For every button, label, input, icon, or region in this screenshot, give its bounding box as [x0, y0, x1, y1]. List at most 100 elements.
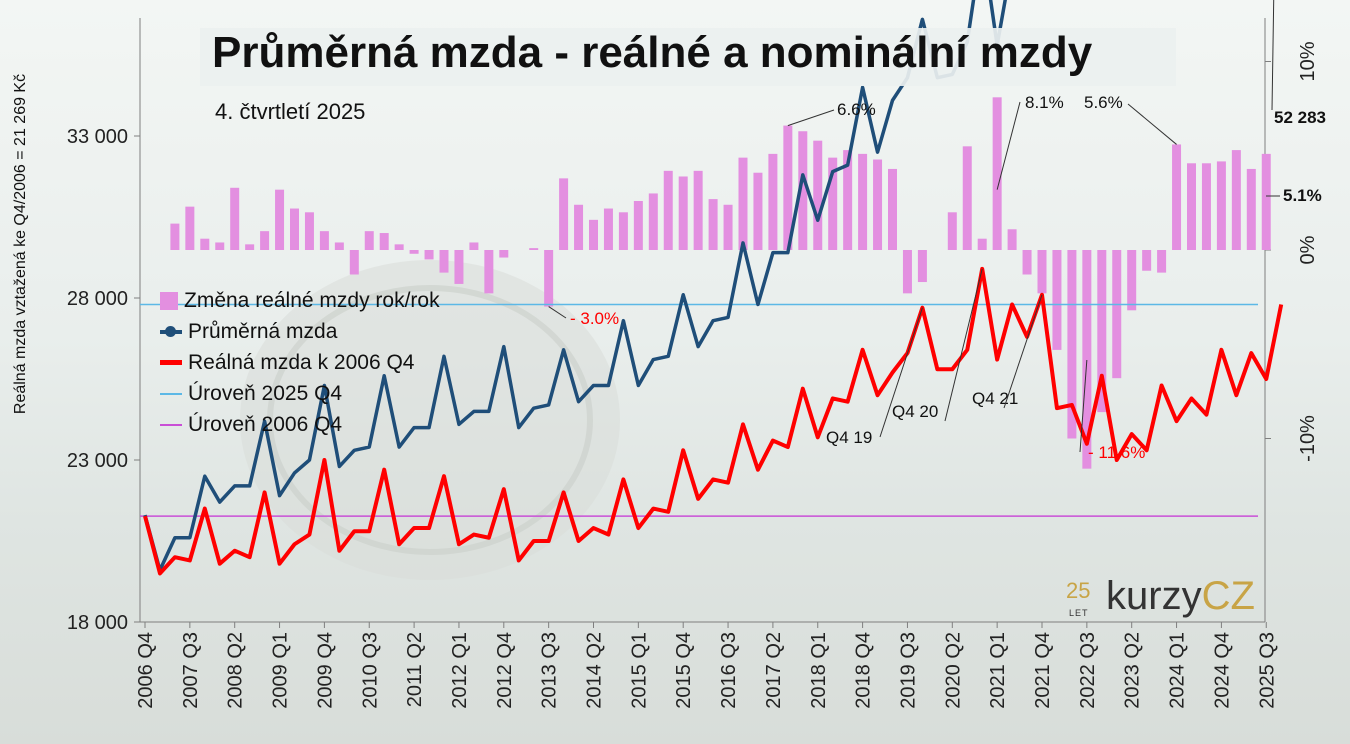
bar-real-change [529, 248, 539, 250]
bar-real-change [499, 250, 509, 258]
bar-real-change [1187, 163, 1196, 250]
x-tick-label: 2008 Q2 [225, 632, 247, 709]
x-tick-label: 2013 Q3 [539, 632, 561, 709]
bar-real-change [334, 242, 344, 250]
annotation-bar-2013: - 3.0% [570, 309, 619, 328]
x-tick-label: 2025 Q3 [1256, 632, 1278, 709]
legend: Změna reálné mzdy rok/rok Průměrná mzda … [160, 285, 440, 440]
x-tick-label: 2016 Q3 [718, 632, 740, 709]
bar-real-change [559, 178, 569, 250]
bar-real-change [1052, 250, 1062, 350]
annotation-q4-20: Q4 20 [892, 402, 938, 421]
annotation-nominal-last: 52 283 [1274, 108, 1326, 127]
y-right-tick-label: 10% [1297, 41, 1319, 81]
legend-label-level-2025: Úroveň 2025 Q4 [188, 381, 343, 405]
bar-real-change [170, 223, 180, 250]
logo-brand-a: kurzy [1106, 574, 1202, 618]
bar-real-change [200, 238, 210, 250]
x-tick-label: 2015 Q1 [628, 632, 650, 709]
legend-swatch-nominal [160, 325, 182, 337]
bar-real-change [723, 204, 733, 250]
bar-real-change [798, 131, 808, 250]
bar-real-change [768, 153, 778, 250]
logo-brand: kurzyCZ [1106, 574, 1255, 619]
x-tick-label: 2017 Q2 [763, 632, 785, 709]
bar-real-change [409, 250, 419, 254]
x-tick-label: 2024 Q4 [1211, 632, 1233, 709]
legend-swatch-real [160, 360, 182, 365]
bar-real-change [544, 250, 554, 307]
bar-real-change [349, 250, 359, 275]
bar-real-change [260, 231, 270, 250]
legend-item-real: Reálná mzda k 2006 Q4 [160, 347, 440, 378]
legend-label-real: Reálná mzda k 2006 Q4 [188, 350, 415, 374]
bar-real-change [1231, 150, 1241, 250]
bar-real-change [977, 238, 987, 250]
legend-item-level-2006: Úroveň 2006 Q4 [160, 409, 440, 440]
annotation-bar-2021: 8.1% [1025, 93, 1064, 112]
legend-label-bars: Změna reálné mzdy rok/rok [184, 288, 440, 312]
bar-real-change [1037, 250, 1047, 294]
bar-real-change [1097, 250, 1107, 413]
y-left-tick-label: 18 000 [67, 612, 128, 634]
x-tick-label: 2006 Q4 [135, 632, 157, 709]
bar-real-change [454, 250, 464, 284]
bar-real-change [574, 204, 584, 250]
x-tick-label: 2022 Q3 [1077, 632, 1099, 709]
annotation-q4-19: Q4 19 [826, 428, 872, 447]
x-tick-label: 2012 Q1 [449, 632, 471, 709]
bar-real-change [708, 199, 718, 250]
bar-real-change [1216, 161, 1226, 250]
bar-real-change [304, 212, 314, 250]
annotation-q4-21: Q4 21 [972, 389, 1018, 408]
legend-label-nominal: Průměrná mzda [188, 319, 338, 343]
coin-rim-decoration [267, 285, 593, 555]
bar-real-change [962, 146, 972, 250]
bar-real-change [394, 244, 404, 250]
logo-brand-b: CZ [1201, 574, 1255, 618]
y-right-tick-label: -10% [1297, 415, 1319, 462]
annotation-bar-2024: 5.6% [1084, 93, 1123, 112]
bar-real-change [319, 231, 329, 250]
bar-real-change [1246, 168, 1256, 250]
x-tick-label: 2024 Q1 [1167, 632, 1189, 709]
y-left-tick-label: 23 000 [67, 450, 128, 472]
bar-real-change [245, 244, 255, 250]
annotation-bar-2022: - 11.6% [1088, 443, 1145, 462]
bar-real-change [1142, 250, 1152, 271]
bar-real-change [484, 250, 494, 294]
series-nominal-line [143, 0, 1007, 572]
bar-real-change [828, 157, 838, 250]
bar-real-change [1261, 153, 1271, 250]
logo-years: 25 [1066, 578, 1091, 603]
chart-title: Průměrná mzda - reálné a nominální mzdy [212, 28, 1093, 77]
annotation-bar-last: 5.1% [1283, 186, 1322, 205]
bar-real-change [1172, 144, 1182, 250]
annotation-leader [1127, 103, 1177, 145]
legend-swatch-bars [160, 291, 178, 310]
bar-real-change [275, 189, 285, 250]
x-tick-label: 2014 Q2 [584, 632, 606, 709]
bar-real-change [992, 97, 1002, 250]
bar-real-change [1201, 163, 1211, 250]
annotation-leader [1003, 294, 1043, 409]
x-tick-label: 2023 Q2 [1122, 632, 1144, 709]
bar-real-change [947, 212, 957, 250]
annotation-leader [1079, 359, 1088, 453]
y-left-tick-label: 28 000 [67, 288, 128, 310]
bar-real-change [1112, 250, 1122, 379]
x-tick-label: 2018 Q4 [853, 632, 875, 709]
title-background [200, 28, 1176, 86]
bar-real-change [917, 250, 927, 283]
kurzy-logo: 25 LET kurzyCZ [1066, 574, 1255, 618]
bar-real-change [663, 170, 673, 250]
bar-real-change [753, 172, 763, 250]
bar-real-change [1127, 250, 1137, 311]
bar-real-change [1157, 250, 1167, 273]
bar-real-change [902, 250, 912, 294]
x-tick-label: 2015 Q4 [673, 632, 695, 709]
bar-real-change [215, 242, 225, 250]
bar-real-change [290, 208, 299, 250]
bar-real-change [185, 206, 195, 250]
